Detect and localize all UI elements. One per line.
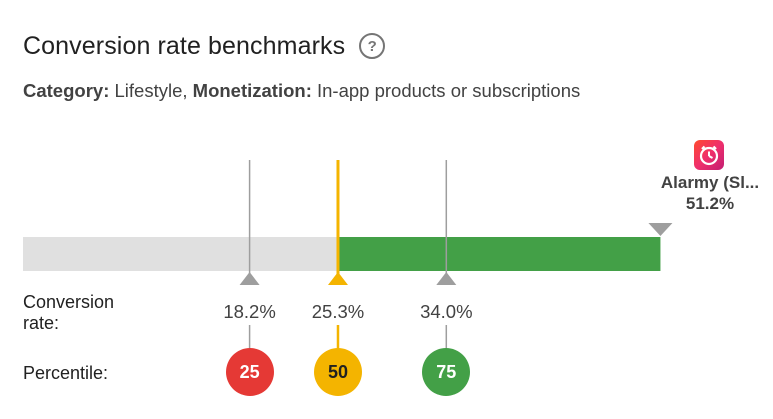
track-bar (23, 237, 338, 271)
title-row: Conversion rate benchmarks ? (23, 29, 386, 63)
monetization-label: Monetization: (192, 80, 312, 101)
current-app-value: 51.2% (685, 194, 735, 213)
above-median-bar (337, 237, 661, 271)
percentile-badge-75: 75 (422, 348, 471, 396)
monetization-value: In-app products or subscriptions (311, 80, 581, 101)
category-label: Category: (23, 80, 110, 101)
conversion-rate-value: 34.0% (420, 301, 473, 322)
alarm-clock-app-icon (694, 140, 724, 170)
marker-arrow-p50 (327, 272, 348, 285)
category-value: Lifestyle, (109, 80, 193, 101)
percentile-row-label: Percentile: (23, 363, 109, 383)
help-icon[interactable]: ? (359, 33, 386, 59)
category-summary: Category: Lifestyle, Monetization: In-ap… (23, 80, 580, 102)
percentile-badge-25: 25 (225, 348, 274, 396)
marker-arrow-p25 (239, 272, 260, 285)
conversion-rate-value: 25.3% (311, 301, 365, 322)
marker-arrow-p75 (436, 272, 457, 285)
page-title: Conversion rate benchmarks (23, 31, 346, 60)
conversion-rate-row-label: Conversion rate: (23, 292, 115, 333)
current-app-pointer (648, 223, 673, 236)
percentile-badge-50: 50 (313, 348, 362, 396)
conversion-rate-value: 18.2% (223, 301, 276, 322)
current-app-name: Alarmy (Sl... (660, 173, 760, 192)
